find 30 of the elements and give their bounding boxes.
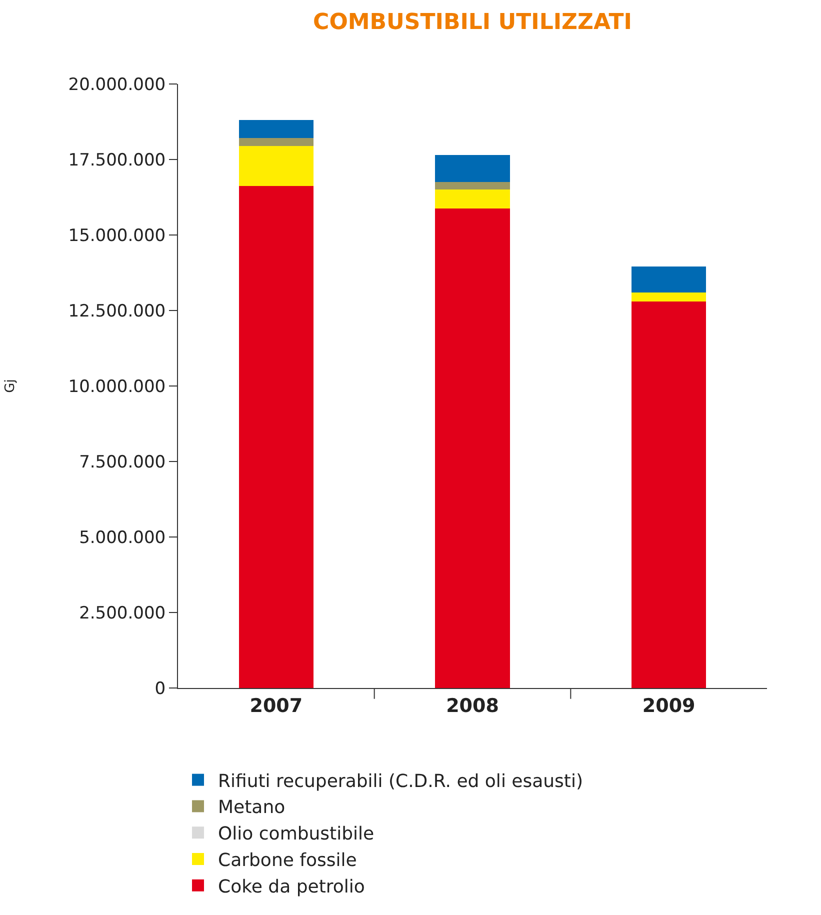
y-tick-label: 17.500.000	[68, 150, 166, 170]
x-tick-label: 2008	[446, 694, 499, 717]
legend-label: Rifiuti recuperabili (C.D.R. ed oli esausti)	[218, 770, 584, 792]
bar	[238, 146, 314, 186]
legend-label: Metano	[218, 797, 286, 818]
y-axis-title: Gj	[3, 379, 18, 393]
bar	[435, 208, 510, 688]
legend-label: Olio combustibile	[218, 824, 374, 845]
y-tick-label: 15.000.000	[68, 226, 166, 246]
bar	[632, 266, 706, 293]
y-tick-label: 20.000.000	[68, 74, 166, 95]
bar	[632, 292, 706, 302]
bar	[238, 138, 314, 146]
legend-label: Carbone fossile	[218, 850, 357, 872]
bar	[238, 186, 314, 688]
y-tick-label: 2.500.000	[79, 603, 166, 624]
bar	[435, 182, 510, 190]
y-tick-label: 7.500.000	[79, 452, 166, 472]
legend-label: Coke da petrolio	[218, 876, 365, 898]
bar	[435, 154, 510, 182]
y-tick-label: 12.500.000	[68, 301, 166, 322]
x-tick-label: 2007	[250, 694, 303, 717]
bar	[238, 120, 314, 138]
chart-title: COMBUSTIBILI UTILIZZATI	[313, 10, 632, 36]
x-tick-label: 2009	[642, 694, 696, 717]
y-tick-label: 10.000.000	[68, 376, 166, 397]
bar	[435, 190, 510, 209]
y-tick-label: 5.000.000	[79, 528, 166, 548]
y-tick-label: 0	[154, 678, 166, 699]
bar	[632, 302, 706, 688]
